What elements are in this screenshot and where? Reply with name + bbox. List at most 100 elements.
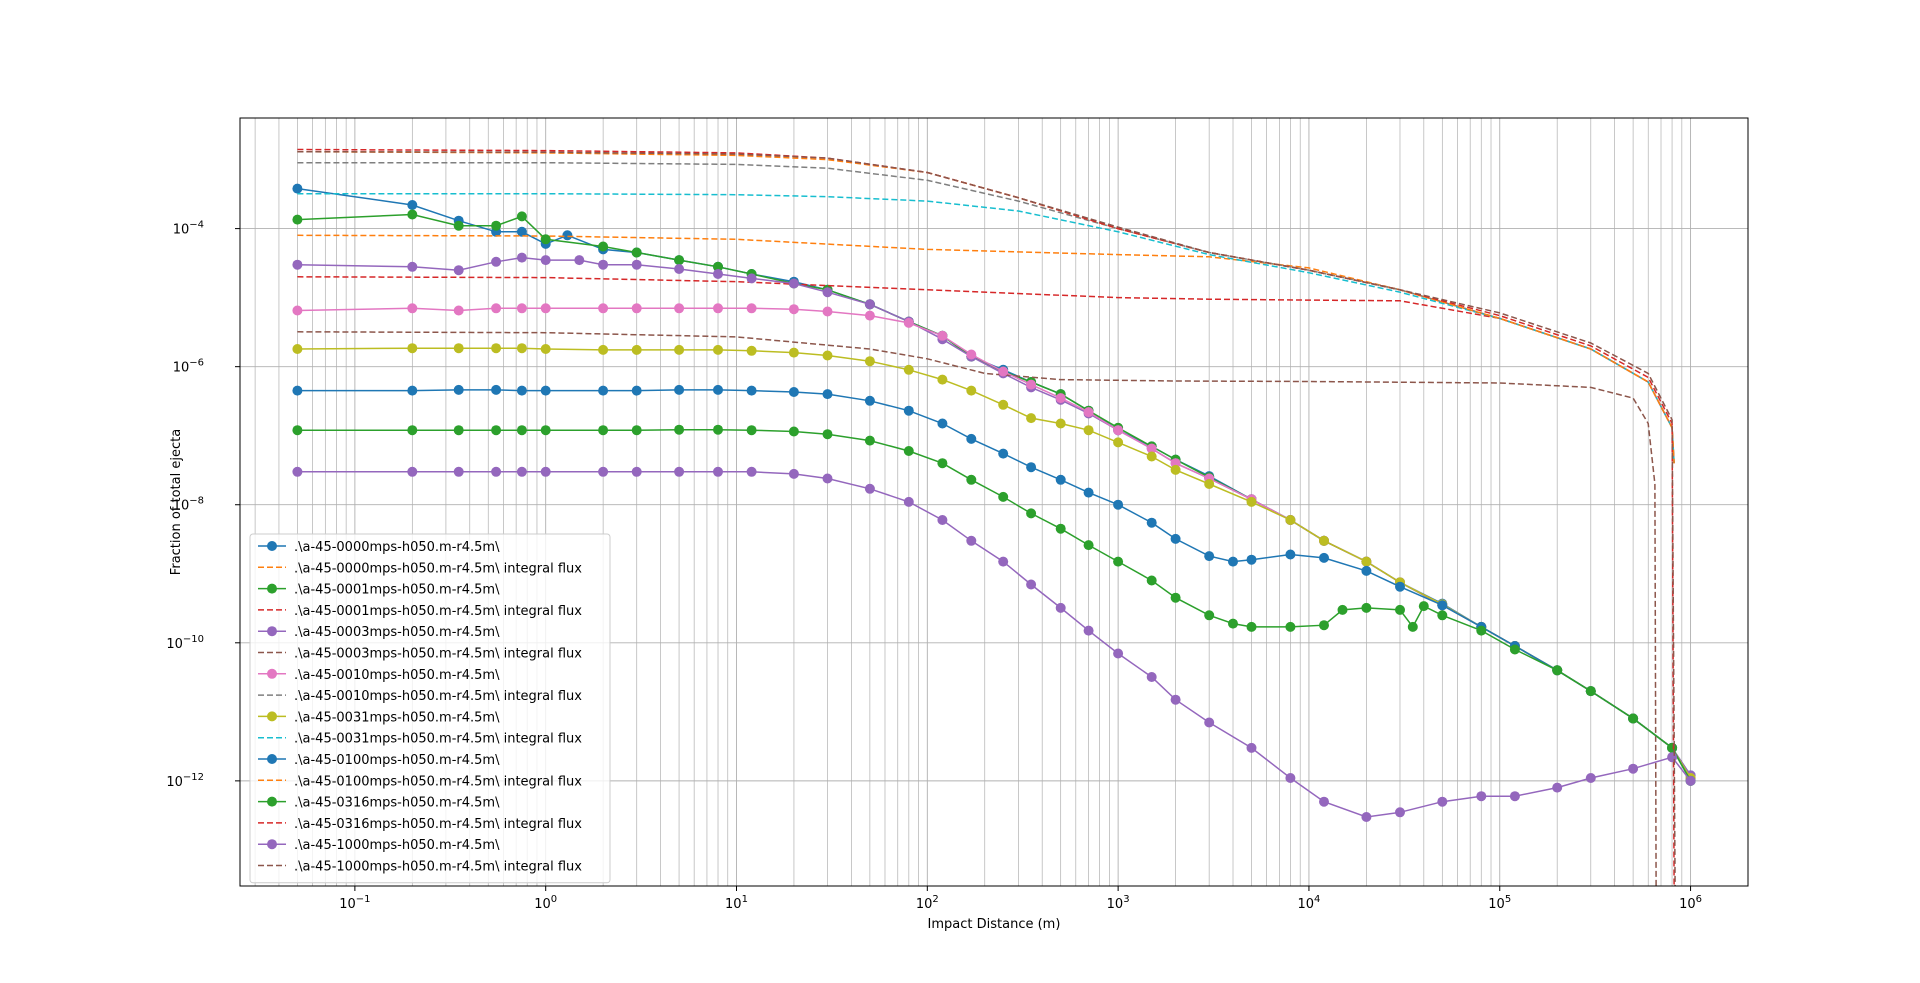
data-point [1285, 773, 1296, 783]
series-line [297, 150, 1676, 886]
data-point [1113, 648, 1124, 659]
data-point [864, 299, 875, 310]
data-point [574, 255, 585, 266]
data-point [1113, 437, 1124, 448]
legend-label: .\a-45-0010mps-h050.m-r4.5m\ integral fl… [294, 689, 582, 704]
data-point [631, 344, 642, 355]
data-point [746, 466, 757, 477]
data-point [1246, 554, 1257, 565]
data-point [1026, 508, 1037, 519]
data-point [966, 433, 977, 444]
data-point [903, 496, 914, 507]
series-line [297, 150, 1675, 464]
legend-label: .\a-45-1000mps-h050.m-r4.5m\ integral fl… [294, 860, 582, 875]
legend-label: .\a-45-0100mps-h050.m-r4.5m\ [294, 753, 500, 768]
data-point [674, 255, 685, 266]
legend-entry: .\a-45-0010mps-h050.m-r4.5m\ integral fl… [258, 689, 582, 704]
data-point [1113, 425, 1124, 436]
legend-label: .\a-45-0316mps-h050.m-r4.5m\ [294, 796, 500, 811]
data-point [788, 387, 799, 397]
data-point [407, 209, 418, 220]
data-point [292, 344, 303, 354]
legend-entry: .\a-45-0031mps-h050.m-r4.5m\ integral fl… [258, 732, 582, 747]
legend-label: .\a-45-0316mps-h050.m-r4.5m\ integral fl… [294, 817, 582, 832]
data-point [491, 425, 502, 436]
data-point [598, 241, 609, 252]
series-line [297, 276, 1675, 464]
data-point [1083, 625, 1094, 636]
data-point [713, 344, 723, 355]
legend-label: .\a-45-0003mps-h050.m-r4.5m\ integral fl… [294, 647, 582, 662]
data-point [631, 466, 642, 477]
series-11 [297, 150, 1675, 464]
data-point [713, 261, 723, 272]
data-point [1083, 425, 1094, 436]
data-point [998, 556, 1009, 567]
data-point [292, 425, 303, 436]
data-point [746, 345, 757, 356]
data-point [937, 515, 948, 525]
legend-entry: .\a-45-0316mps-h050.m-r4.5m\ [258, 796, 500, 811]
data-point [1319, 535, 1329, 546]
data-point [966, 535, 977, 546]
legend-label: .\a-45-0031mps-h050.m-r4.5m\ integral fl… [294, 732, 582, 747]
data-point [1628, 713, 1639, 724]
data-point [713, 303, 723, 314]
data-point [788, 347, 799, 358]
data-point [674, 303, 685, 314]
data-point [1395, 604, 1405, 615]
data-point [1319, 552, 1329, 563]
data-point [674, 424, 685, 435]
data-point [1026, 462, 1037, 473]
legend-swatch-marker [267, 839, 277, 850]
legend-entry: .\a-45-0000mps-h050.m-r4.5m\ [258, 540, 500, 555]
legend-entry: .\a-45-1000mps-h050.m-r4.5m\ [258, 838, 500, 853]
data-point [1055, 474, 1066, 485]
data-point [864, 435, 875, 446]
data-point [491, 343, 502, 354]
data-point [746, 385, 757, 396]
data-point [1552, 782, 1563, 793]
data-point [631, 303, 642, 314]
data-point [1361, 556, 1372, 567]
data-point [1476, 625, 1487, 636]
legend-swatch-marker [267, 796, 277, 807]
data-point [292, 183, 303, 194]
data-point [1285, 549, 1296, 560]
data-point [407, 261, 418, 272]
data-point [864, 356, 875, 367]
data-point [540, 255, 551, 266]
data-point [407, 385, 418, 396]
data-point [453, 343, 464, 354]
data-point [1437, 600, 1448, 611]
data-point [562, 230, 573, 241]
data-point [937, 330, 948, 341]
series-line [297, 148, 1675, 886]
data-point [453, 220, 464, 231]
legend: .\a-45-0000mps-h050.m-r4.5m\ .\a-45-0000m… [249, 533, 611, 884]
data-point [1026, 579, 1037, 590]
data-point [407, 303, 418, 314]
legend-label: .\a-45-0000mps-h050.m-r4.5m\ [294, 540, 500, 555]
data-point [1437, 610, 1448, 621]
series-10 [292, 384, 1696, 786]
legend-label: .\a-45-0003mps-h050.m-r4.5m\ [294, 625, 500, 640]
data-point [1667, 742, 1678, 753]
data-point [1228, 618, 1238, 629]
data-point [937, 418, 948, 429]
data-point [1407, 621, 1418, 632]
data-point [292, 259, 303, 270]
data-point [1146, 443, 1157, 454]
data-point [1285, 515, 1296, 525]
data-point [713, 466, 723, 477]
data-point [1319, 620, 1329, 631]
data-point [1437, 796, 1448, 807]
legend-label: .\a-45-0100mps-h050.m-r4.5m\ integral fl… [294, 774, 582, 789]
data-point [407, 466, 418, 477]
data-point [903, 405, 914, 416]
data-point [1204, 717, 1215, 728]
series-13 [297, 148, 1675, 886]
data-point [453, 305, 464, 316]
data-point [1628, 763, 1639, 774]
